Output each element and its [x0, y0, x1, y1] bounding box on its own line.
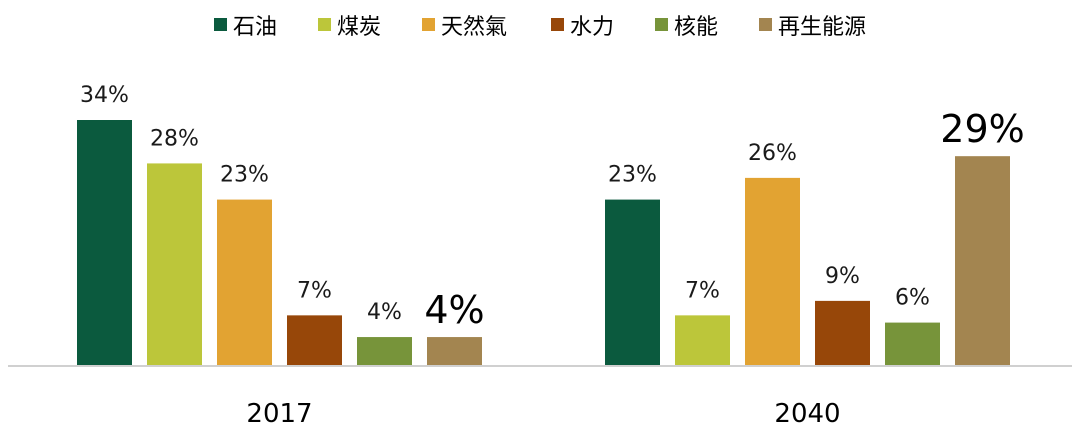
value-label-2040-5: 6%	[895, 286, 930, 311]
value-label-2040-1: 23%	[608, 163, 657, 188]
value-label-2040-4: 9%	[825, 264, 860, 289]
bar-2017-5	[357, 337, 412, 366]
x-axis-category-labels: 2017 2040	[246, 399, 840, 429]
bar-2040-1	[605, 199, 660, 366]
bar-2040-2	[675, 315, 730, 366]
value-label-2017-1: 34%	[80, 83, 129, 108]
bars	[77, 120, 1010, 366]
legend-swatch-2	[318, 18, 331, 31]
value-label-2017-5: 4%	[367, 300, 402, 325]
bar-2017-2	[147, 163, 202, 366]
bar-2017-3	[217, 199, 272, 366]
value-label-2040-6: 29%	[940, 107, 1024, 151]
legend-swatch-6	[759, 18, 772, 31]
legend-label-2: 煤炭	[337, 15, 381, 40]
value-label-2040-2: 7%	[685, 278, 720, 303]
bar-2017-6	[427, 337, 482, 366]
category-label-2040: 2040	[774, 399, 840, 429]
value-label-2017-6: 4%	[424, 288, 484, 332]
bar-2017-1	[77, 120, 132, 366]
legend-label-1: 石油	[233, 15, 277, 40]
value-label-2017-2: 28%	[150, 126, 199, 151]
legend-swatch-1	[214, 18, 227, 31]
legend-swatch-5	[655, 18, 668, 31]
bar-2040-5	[885, 322, 940, 366]
legend-swatch-3	[422, 18, 435, 31]
value-label-2017-3: 23%	[220, 163, 269, 188]
legend-label-3: 天然氣	[441, 15, 507, 40]
bar-2040-6	[955, 156, 1010, 366]
bar-2040-4	[815, 300, 870, 366]
legend-label-4: 水力	[570, 15, 614, 40]
legend-swatch-4	[551, 18, 564, 31]
value-label-2040-3: 26%	[748, 141, 797, 166]
category-label-2017: 2017	[246, 399, 312, 429]
bar-2017-4	[287, 315, 342, 366]
data-labels: 34% 28% 23% 7% 4% 4% 23% 7% 26% 9% 6% 29%	[80, 83, 1025, 332]
legend-label-5: 核能	[674, 15, 718, 40]
legend-label-6: 再生能源	[778, 15, 866, 40]
bar-2040-3	[745, 177, 800, 366]
legend: 石油 煤炭 天然氣 水力 核能 再生能源	[214, 15, 866, 40]
value-label-2017-4: 7%	[297, 278, 332, 303]
